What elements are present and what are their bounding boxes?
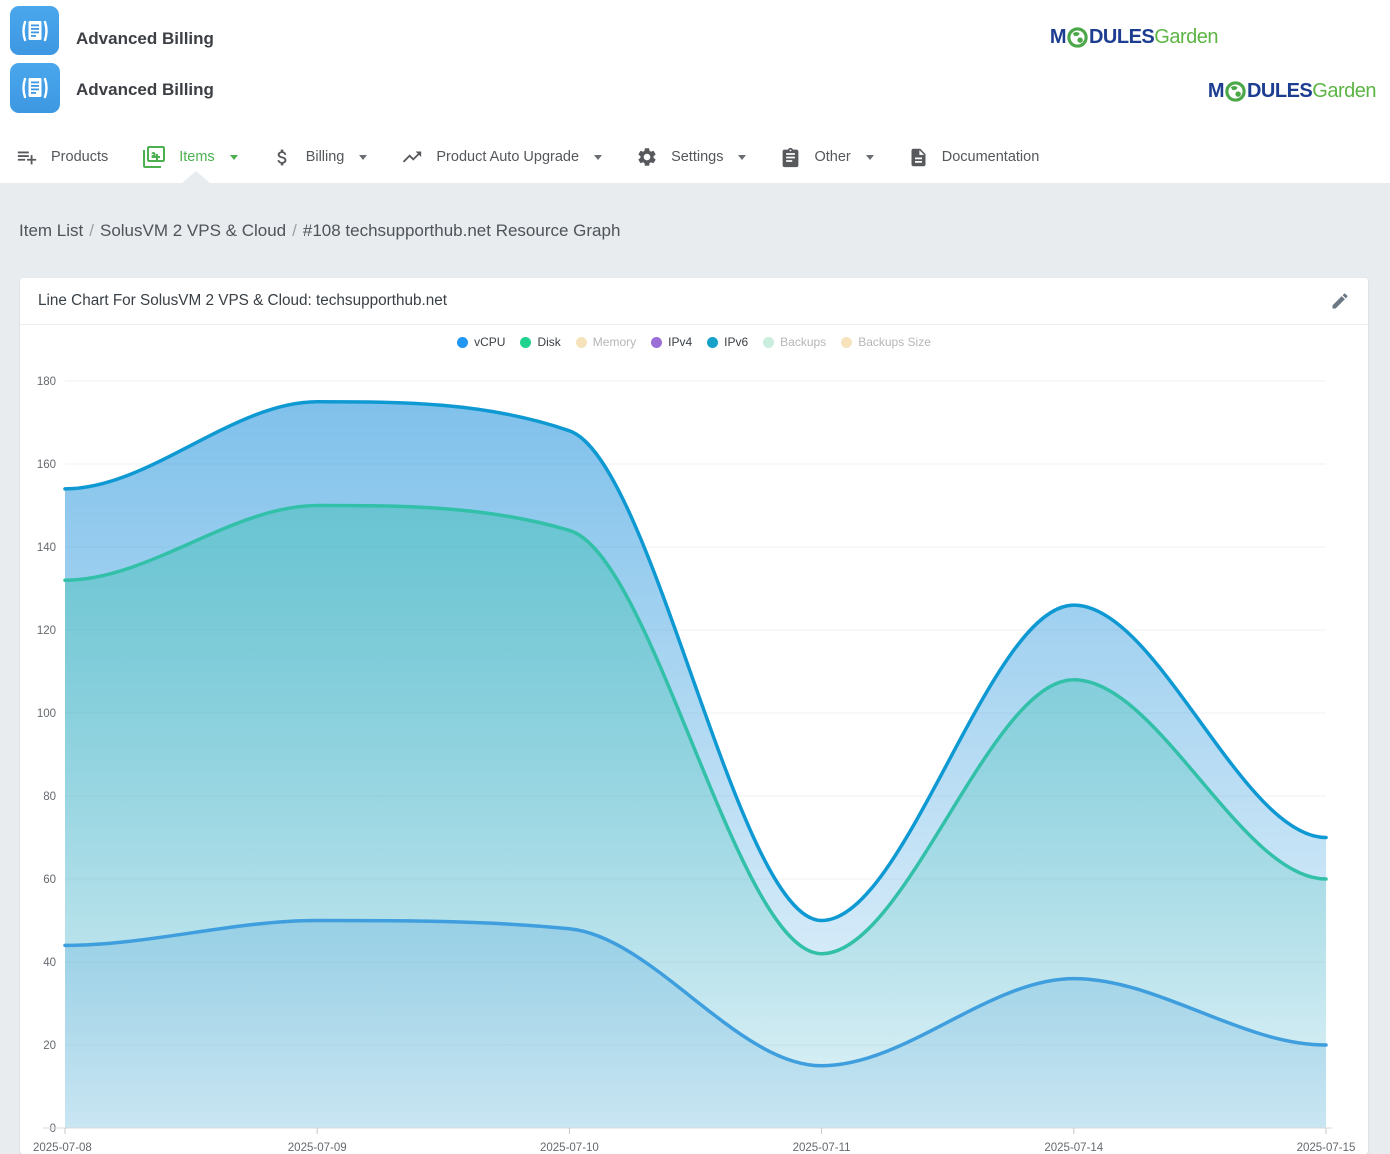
playlist-add-icon xyxy=(16,146,38,168)
active-tab-notch xyxy=(182,171,210,183)
legend-label: Disk xyxy=(537,335,560,349)
nav-item-billing[interactable]: Billing xyxy=(272,147,368,168)
modulesgarden-logo: M DULES Garden xyxy=(1208,78,1376,104)
filter-9-plus-icon xyxy=(142,145,166,169)
nav-item-documentation[interactable]: Documentation xyxy=(908,147,1040,168)
advanced-billing-app-icon xyxy=(10,63,60,113)
nav-label: Settings xyxy=(671,149,723,165)
svg-text:2025-07-09: 2025-07-09 xyxy=(288,1142,347,1154)
svg-text:120: 120 xyxy=(37,625,56,637)
legend-item-vcpu[interactable]: vCPU xyxy=(457,335,505,349)
legend-dot xyxy=(841,337,852,348)
edit-chart-button[interactable] xyxy=(1330,291,1350,311)
resource-usage-chart[interactable]: 0 20 40 60 80 100 120 140 160 180 2025-07-08 2025-0… xyxy=(20,360,1368,1154)
main-nav: Products Items Billing Product Auto Upgr… xyxy=(0,131,1390,183)
billing-document-icon xyxy=(18,71,52,105)
legend-dot xyxy=(707,337,718,348)
svg-text:140: 140 xyxy=(37,542,56,554)
line-chart-card: Line Chart For SolusVM 2 VPS & Cloud: te… xyxy=(20,278,1368,1154)
svg-text:20: 20 xyxy=(43,1040,56,1052)
svg-text:2025-07-14: 2025-07-14 xyxy=(1044,1142,1103,1154)
nav-label: Product Auto Upgrade xyxy=(436,149,579,165)
breadcrumb: Item List/SolusVM 2 VPS & Cloud/#108 tec… xyxy=(0,183,1390,242)
nav-label: Items xyxy=(179,149,214,165)
gear-icon xyxy=(636,146,658,168)
brand-text-m: M xyxy=(1208,80,1224,103)
page-content: Item List/SolusVM 2 VPS & Cloud/#108 tec… xyxy=(0,183,1390,1154)
svg-text:2025-07-11: 2025-07-11 xyxy=(793,1142,851,1154)
legend-item-memory[interactable]: Memory xyxy=(576,335,636,349)
chart-card-title: Line Chart For SolusVM 2 VPS & Cloud: te… xyxy=(38,292,447,310)
pencil-icon xyxy=(1330,291,1350,311)
nav-label: Other xyxy=(814,149,850,165)
svg-text:0: 0 xyxy=(50,1123,56,1135)
legend-dot xyxy=(651,337,662,348)
legend-dot xyxy=(520,337,531,348)
legend-label: IPv4 xyxy=(668,335,692,349)
dollar-icon xyxy=(272,147,293,168)
trending-up-icon xyxy=(401,146,423,168)
svg-text:80: 80 xyxy=(43,791,56,803)
nav-label: Documentation xyxy=(942,149,1040,165)
chevron-down-icon xyxy=(230,155,238,160)
legend-label: Backups xyxy=(780,335,826,349)
modulesgarden-logo: M DULES Garden xyxy=(1050,24,1218,50)
nav-item-products[interactable]: Products xyxy=(16,146,108,168)
brand-text-m: M xyxy=(1050,26,1066,49)
chevron-down-icon xyxy=(359,155,367,160)
chevron-down-icon xyxy=(866,155,874,160)
legend-item-ipv4[interactable]: IPv4 xyxy=(651,335,692,349)
clipboard-icon xyxy=(780,147,801,168)
legend-label: vCPU xyxy=(474,335,505,349)
legend-dot xyxy=(576,337,587,348)
chevron-down-icon xyxy=(738,155,746,160)
svg-text:2025-07-10: 2025-07-10 xyxy=(540,1142,599,1154)
svg-text:180: 180 xyxy=(37,376,56,388)
breadcrumb-separator: / xyxy=(83,221,100,240)
chevron-down-icon xyxy=(594,155,602,160)
breadcrumb-link-item-list[interactable]: Item List xyxy=(19,221,83,240)
chart-legend: vCPU Disk Memory IPv4 IPv6 Backups Backups Siz… xyxy=(20,335,1368,349)
breadcrumb-separator: / xyxy=(286,221,303,240)
svg-text:2025-07-15: 2025-07-15 xyxy=(1297,1142,1356,1154)
breadcrumb-link-product[interactable]: SolusVM 2 VPS & Cloud xyxy=(100,221,286,240)
legend-item-backups[interactable]: Backups xyxy=(763,335,826,349)
legend-item-disk[interactable]: Disk xyxy=(520,335,560,349)
globe-icon xyxy=(1067,27,1088,48)
billing-document-icon xyxy=(18,14,52,48)
legend-label: Memory xyxy=(593,335,636,349)
svg-text:160: 160 xyxy=(37,459,56,471)
advanced-billing-app-icon xyxy=(10,6,59,55)
nav-item-settings[interactable]: Settings xyxy=(636,146,746,168)
legend-label: Backups Size xyxy=(858,335,931,349)
header: Advanced Billing M DULES Garden Advanced… xyxy=(0,0,1390,131)
nav-label: Billing xyxy=(306,149,345,165)
svg-text:2025-07-08: 2025-07-08 xyxy=(33,1142,92,1154)
brand-text-garden: Garden xyxy=(1312,80,1376,103)
card-header: Line Chart For SolusVM 2 VPS & Cloud: te… xyxy=(20,278,1368,325)
app-title: Advanced Billing xyxy=(76,80,214,100)
svg-text:60: 60 xyxy=(43,874,56,886)
legend-item-ipv6[interactable]: IPv6 xyxy=(707,335,748,349)
brand-text-garden: Garden xyxy=(1154,26,1218,49)
legend-item-backups-size[interactable]: Backups Size xyxy=(841,335,931,349)
app-title: Advanced Billing xyxy=(76,29,214,49)
svg-text:40: 40 xyxy=(43,957,56,969)
nav-label: Products xyxy=(51,149,108,165)
nav-item-product-auto-upgrade[interactable]: Product Auto Upgrade xyxy=(401,146,602,168)
globe-icon xyxy=(1225,81,1246,102)
legend-label: IPv6 xyxy=(724,335,748,349)
nav-item-items[interactable]: Items xyxy=(142,145,237,169)
svg-text:100: 100 xyxy=(37,708,56,720)
brand-text-dules: DULES xyxy=(1247,80,1312,103)
nav-item-other[interactable]: Other xyxy=(780,147,873,168)
breadcrumb-current: #108 techsupporthub.net Resource Graph xyxy=(303,221,621,240)
legend-dot xyxy=(457,337,468,348)
legend-dot xyxy=(763,337,774,348)
brand-text-dules: DULES xyxy=(1089,26,1154,49)
document-icon xyxy=(908,147,929,168)
